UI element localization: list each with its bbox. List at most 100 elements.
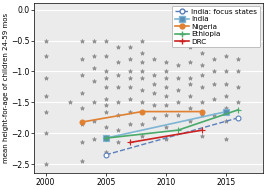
Ethiopia: [104, 137, 107, 139]
Nigeria: [80, 121, 83, 123]
India: [104, 137, 107, 139]
DRC: [128, 141, 132, 144]
Point: [128, 70, 132, 73]
Point: [104, 39, 108, 42]
Y-axis label: mean height-for-age of children 24-59 mos: mean height-for-age of children 24-59 mo…: [3, 13, 10, 163]
Point: [212, 58, 217, 61]
Point: [80, 159, 84, 162]
Point: [140, 51, 144, 54]
Point: [224, 39, 228, 42]
Point: [104, 55, 108, 58]
Line: India: India: [103, 109, 229, 141]
Point: [80, 73, 84, 76]
Point: [104, 110, 108, 113]
Point: [236, 85, 240, 88]
Point: [200, 85, 204, 88]
Point: [200, 64, 204, 67]
Point: [92, 138, 96, 141]
Line: India: focus states: India: focus states: [103, 115, 241, 157]
Point: [152, 58, 156, 61]
Point: [140, 101, 144, 104]
Point: [128, 98, 132, 101]
Point: [43, 55, 48, 58]
Point: [188, 119, 192, 122]
Point: [188, 76, 192, 79]
Ethiopia: [237, 109, 240, 111]
Point: [92, 101, 96, 104]
Point: [43, 163, 48, 166]
Point: [116, 101, 120, 104]
Point: [80, 39, 84, 42]
Line: Ethiopia: Ethiopia: [102, 106, 242, 142]
Point: [188, 82, 192, 85]
Point: [80, 122, 84, 125]
Nigeria: [201, 110, 204, 113]
Point: [200, 113, 204, 116]
Point: [236, 101, 240, 104]
Point: [212, 82, 217, 85]
Point: [164, 61, 168, 64]
Point: [164, 95, 168, 98]
Point: [200, 73, 204, 76]
Point: [116, 129, 120, 132]
Point: [43, 76, 48, 79]
Point: [92, 67, 96, 70]
Point: [116, 73, 120, 76]
Point: [224, 119, 228, 122]
Point: [104, 104, 108, 107]
Point: [80, 92, 84, 95]
Point: [80, 107, 84, 110]
India: focus states: (2e+03, -2.35): focus states: (2e+03, -2.35): [104, 154, 107, 156]
Point: [200, 101, 204, 104]
Point: [152, 116, 156, 119]
Point: [128, 58, 132, 61]
Point: [224, 138, 228, 141]
Point: [236, 70, 240, 73]
Line: DRC: DRC: [126, 127, 206, 146]
Point: [212, 98, 217, 101]
Point: [176, 101, 180, 104]
Point: [116, 85, 120, 88]
Point: [188, 45, 192, 48]
Point: [224, 95, 228, 98]
Point: [104, 98, 108, 101]
Point: [128, 76, 132, 79]
Point: [224, 107, 228, 110]
Point: [152, 104, 156, 107]
Point: [164, 104, 168, 107]
Point: [104, 126, 108, 129]
Point: [43, 110, 48, 113]
Point: [164, 113, 168, 116]
Point: [128, 110, 132, 113]
Point: [224, 82, 228, 85]
Point: [188, 61, 192, 64]
India: focus states: (2.02e+03, -1.75): focus states: (2.02e+03, -1.75): [237, 117, 240, 119]
Point: [104, 85, 108, 88]
Point: [236, 39, 240, 42]
Point: [104, 70, 108, 73]
Point: [212, 39, 217, 42]
Point: [116, 113, 120, 116]
Point: [188, 95, 192, 98]
Point: [176, 88, 180, 91]
Line: Nigeria: Nigeria: [79, 109, 205, 124]
Point: [200, 51, 204, 54]
Point: [80, 58, 84, 61]
Point: [92, 79, 96, 82]
Point: [43, 95, 48, 98]
Nigeria: [140, 110, 144, 113]
Point: [116, 141, 120, 144]
Point: [212, 70, 217, 73]
Point: [116, 45, 120, 48]
Point: [140, 122, 144, 125]
Point: [104, 76, 108, 79]
Ethiopia: [177, 129, 180, 131]
Point: [92, 55, 96, 58]
Point: [164, 126, 168, 129]
Point: [224, 55, 228, 58]
Point: [92, 39, 96, 42]
Legend: India: focus states, India, Nigeria, Ethiopia, DRC: India: focus states, India, Nigeria, Eth…: [172, 6, 260, 48]
Point: [140, 88, 144, 91]
Point: [164, 76, 168, 79]
Point: [152, 82, 156, 85]
